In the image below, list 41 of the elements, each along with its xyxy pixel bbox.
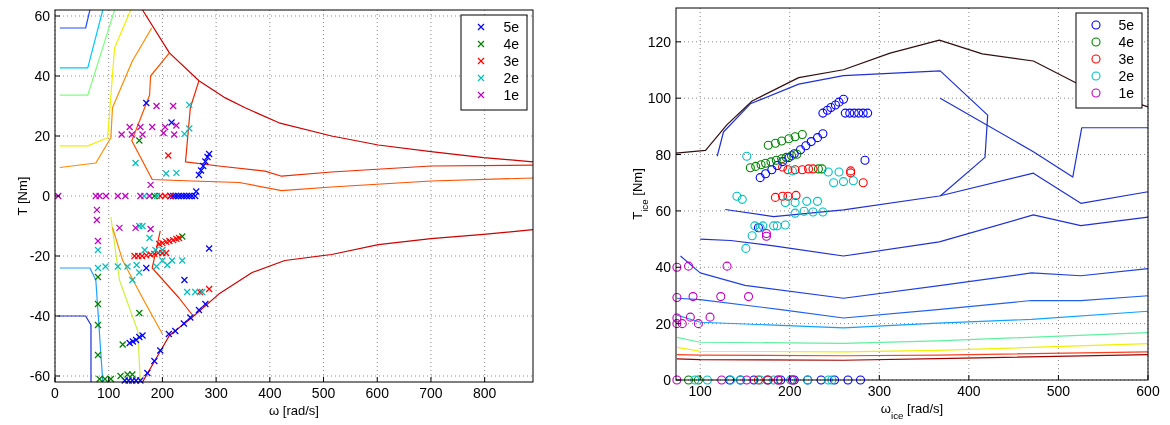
legend-label: 5e xyxy=(1118,17,1135,33)
x-tick-label: 200 xyxy=(778,383,802,399)
y-tick-label: 40 xyxy=(655,259,672,276)
x-axis-title: ω [rad/s] xyxy=(269,403,319,418)
y-axis-title: T [Nm] xyxy=(15,176,30,216)
x-tick-label: 200 xyxy=(150,385,175,401)
legend-label: 3e xyxy=(1118,51,1135,67)
y-tick-label: 60 xyxy=(655,202,672,219)
y-tick-label: 40 xyxy=(34,68,51,84)
legend-label: 4e xyxy=(1118,34,1135,50)
x-tick-label: 400 xyxy=(258,385,282,401)
x-tick-label: 300 xyxy=(204,385,229,401)
y-tick-label: 0 xyxy=(42,188,51,204)
y-tick-label: 80 xyxy=(655,146,672,163)
legend-label: 5e xyxy=(503,19,520,35)
x-tick-label: 700 xyxy=(419,385,443,401)
y-tick-label: -60 xyxy=(29,368,51,384)
y-tick-label: -40 xyxy=(29,308,51,324)
y-tick-label: 60 xyxy=(34,8,51,24)
y-tick-label: 100 xyxy=(647,90,672,107)
y-tick-label: -20 xyxy=(29,248,51,264)
legend-label: 4e xyxy=(503,36,520,52)
x-tick-label: 300 xyxy=(867,383,892,399)
x-tick-label: 600 xyxy=(365,385,390,401)
legend-label: 2e xyxy=(1118,68,1135,84)
y-tick-label: 0 xyxy=(663,372,672,388)
legend-label: 2e xyxy=(503,70,520,86)
legend-label: 1e xyxy=(503,87,520,103)
x-tick-label: 600 xyxy=(1136,383,1160,399)
legend-label: 1e xyxy=(1118,85,1135,101)
x-tick-label: 100 xyxy=(688,383,713,399)
y-tick-label: 20 xyxy=(34,128,51,144)
x-tick-label: 400 xyxy=(957,383,981,399)
x-tick-label: 100 xyxy=(97,385,121,401)
y-tick-label: 120 xyxy=(647,33,672,50)
legend-label: 3e xyxy=(503,53,520,69)
x-tick-label: 500 xyxy=(311,385,336,401)
x-tick-label: 500 xyxy=(1046,383,1071,399)
x-tick-label: 800 xyxy=(472,385,497,401)
y-tick-label: 20 xyxy=(655,315,672,332)
x-axis-title: ω$_{ice}$ [rad/s] xyxy=(880,401,944,421)
